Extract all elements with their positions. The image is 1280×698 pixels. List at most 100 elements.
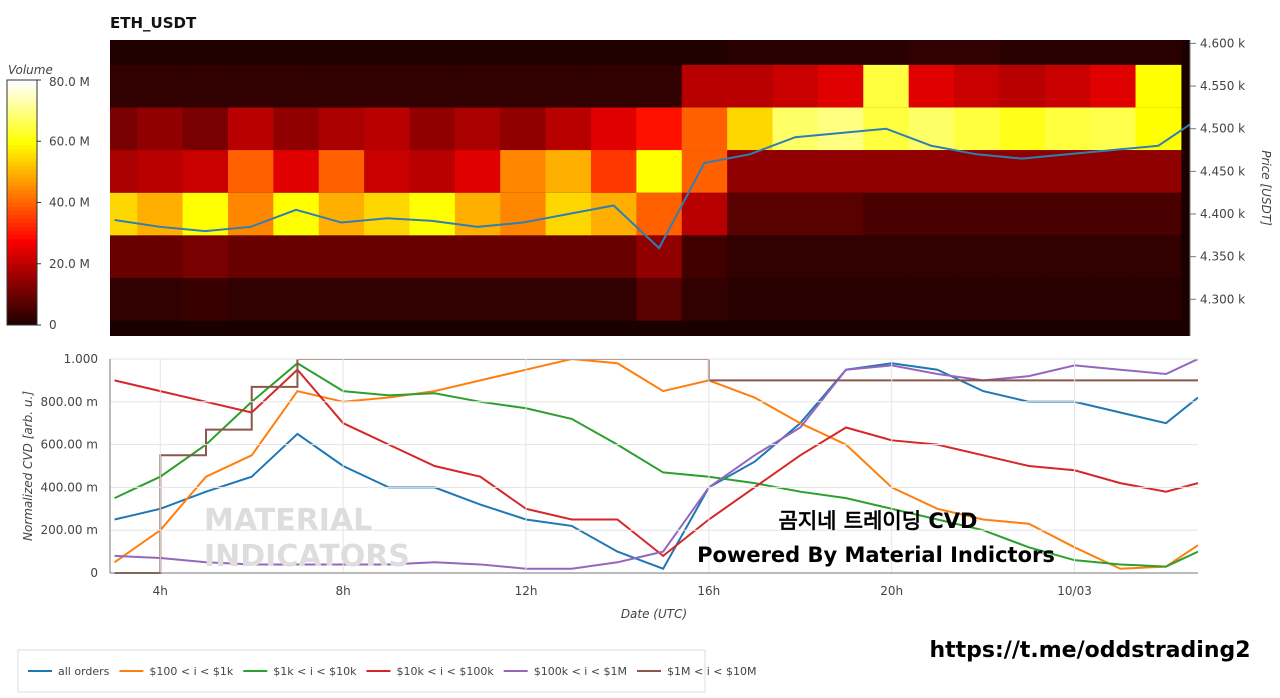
heatmap-cell (409, 107, 456, 151)
heatmap-cell (454, 64, 501, 108)
heatmap-cell (137, 277, 184, 321)
annotation: Powered By Material Indictors (697, 543, 1055, 567)
colorbar-label: Volume (8, 63, 53, 77)
x-tick-label: 8h (336, 584, 351, 598)
colorbar-step (7, 104, 37, 110)
heatmap-cell (500, 192, 547, 236)
x-tick-label: 12h (515, 584, 538, 598)
colorbar-step (7, 280, 37, 285)
y-tick-label: 4.300 k (1200, 292, 1245, 306)
heatmap-cell (772, 150, 819, 193)
footer-link: https://t.me/oddstrading2 (929, 638, 1250, 663)
heatmap-cell (364, 150, 410, 193)
heatmap-cell (1044, 277, 1091, 321)
heatmap-cell (545, 235, 592, 278)
colorbar-step (7, 300, 37, 306)
heatmap-cell (1135, 40, 1182, 65)
heatmap-cell (727, 192, 774, 236)
heatmap-cell (182, 277, 229, 321)
colorbar-step (7, 222, 37, 228)
heatmap-cell (1044, 192, 1091, 236)
colorbar-step (7, 218, 37, 224)
series-line (114, 359, 1198, 574)
heatmap-cell (137, 40, 184, 65)
heatmap-cell (636, 235, 683, 278)
heatmap-cell (817, 235, 864, 278)
heatmap-cell (954, 64, 1000, 108)
heatmap-cell (454, 40, 501, 65)
colorbar-step (7, 202, 37, 208)
heatmap-cell (318, 40, 365, 65)
heatmap-cell (681, 107, 728, 151)
heatmap-cell (110, 235, 138, 278)
series-line (114, 359, 1198, 570)
heatmap-cell (908, 107, 955, 151)
heatmap-cell (110, 150, 138, 193)
legend-label: $100k < i < $1M (534, 665, 627, 678)
y-tick-label: 400.00 m (41, 480, 99, 494)
heatmap-cell (863, 277, 910, 321)
heatmap-cell (227, 235, 274, 278)
heatmap-cell (227, 277, 274, 321)
heatmap-cell (1044, 64, 1091, 108)
heatmap-cell (999, 40, 1046, 65)
heatmap-cell (110, 277, 138, 321)
heatmap-cell (409, 277, 456, 321)
x-axis-label: Date (UTC) (621, 607, 687, 621)
heatmap-cell (545, 107, 592, 151)
heatmap-cell (500, 107, 547, 151)
colorbar-step (7, 149, 37, 154)
heatmap-cell (636, 192, 683, 236)
colorbar-step (7, 198, 37, 203)
heatmap-cell (545, 40, 592, 65)
x-tick-label: 20h (880, 584, 903, 598)
heatmap-cell (454, 277, 501, 321)
heatmap-cell (1135, 235, 1182, 278)
heatmap-cell (999, 64, 1046, 108)
price-line (114, 123, 1190, 250)
y-axis-label: Price [USDT] (1259, 150, 1273, 226)
heatmap-cell (227, 150, 274, 193)
heatmap-cell (817, 64, 864, 108)
heatmap-cell (817, 107, 864, 151)
heatmap-cell (636, 277, 683, 321)
colorbar-step (7, 227, 37, 232)
axes: 4.300 k 4.350 k 4.400 k 4.450 k 4.500 k 4.550… (6, 36, 1245, 598)
colorbar-step (7, 190, 37, 195)
heatmap-cell (364, 107, 410, 151)
colorbar-step (7, 80, 37, 85)
colorbar-step (7, 157, 37, 163)
heatmap-cell (500, 40, 547, 65)
heatmap-cell (182, 107, 229, 151)
heatmap-cell (454, 192, 501, 236)
colorbar-step (7, 182, 37, 187)
heatmap-cell (908, 192, 955, 236)
colorbar-step (7, 120, 37, 126)
heatmap-cell (954, 150, 1000, 193)
heatmap-cell (591, 64, 637, 108)
heatmap-cell (545, 150, 592, 193)
legend-label: $1k < i < $10k (273, 665, 357, 678)
heatmap-cell (318, 150, 365, 193)
heatmap-cell (500, 64, 547, 108)
heatmap-cell (681, 192, 728, 236)
colorbar-step (7, 178, 37, 183)
heatmap-cell (727, 107, 774, 151)
heatmap-cell (772, 40, 819, 65)
colorbar-step (7, 231, 37, 236)
colorbar-step (7, 165, 37, 171)
heatmap-cell (863, 40, 910, 65)
colorbar-step (7, 288, 37, 293)
heatmap-cell (772, 64, 819, 108)
heatmap-cell (137, 150, 184, 193)
heatmap-cell (1090, 40, 1137, 65)
colorbar-step (7, 133, 37, 138)
heatmap-cell (1135, 150, 1182, 193)
colorbar-step (7, 145, 37, 150)
colorbar-step (7, 235, 37, 240)
heatmap-cell (863, 64, 910, 108)
heatmap-cell (273, 235, 320, 278)
colorbar-step (7, 141, 37, 146)
heatmap-cell (409, 64, 456, 108)
heatmap-cell (954, 192, 1000, 236)
